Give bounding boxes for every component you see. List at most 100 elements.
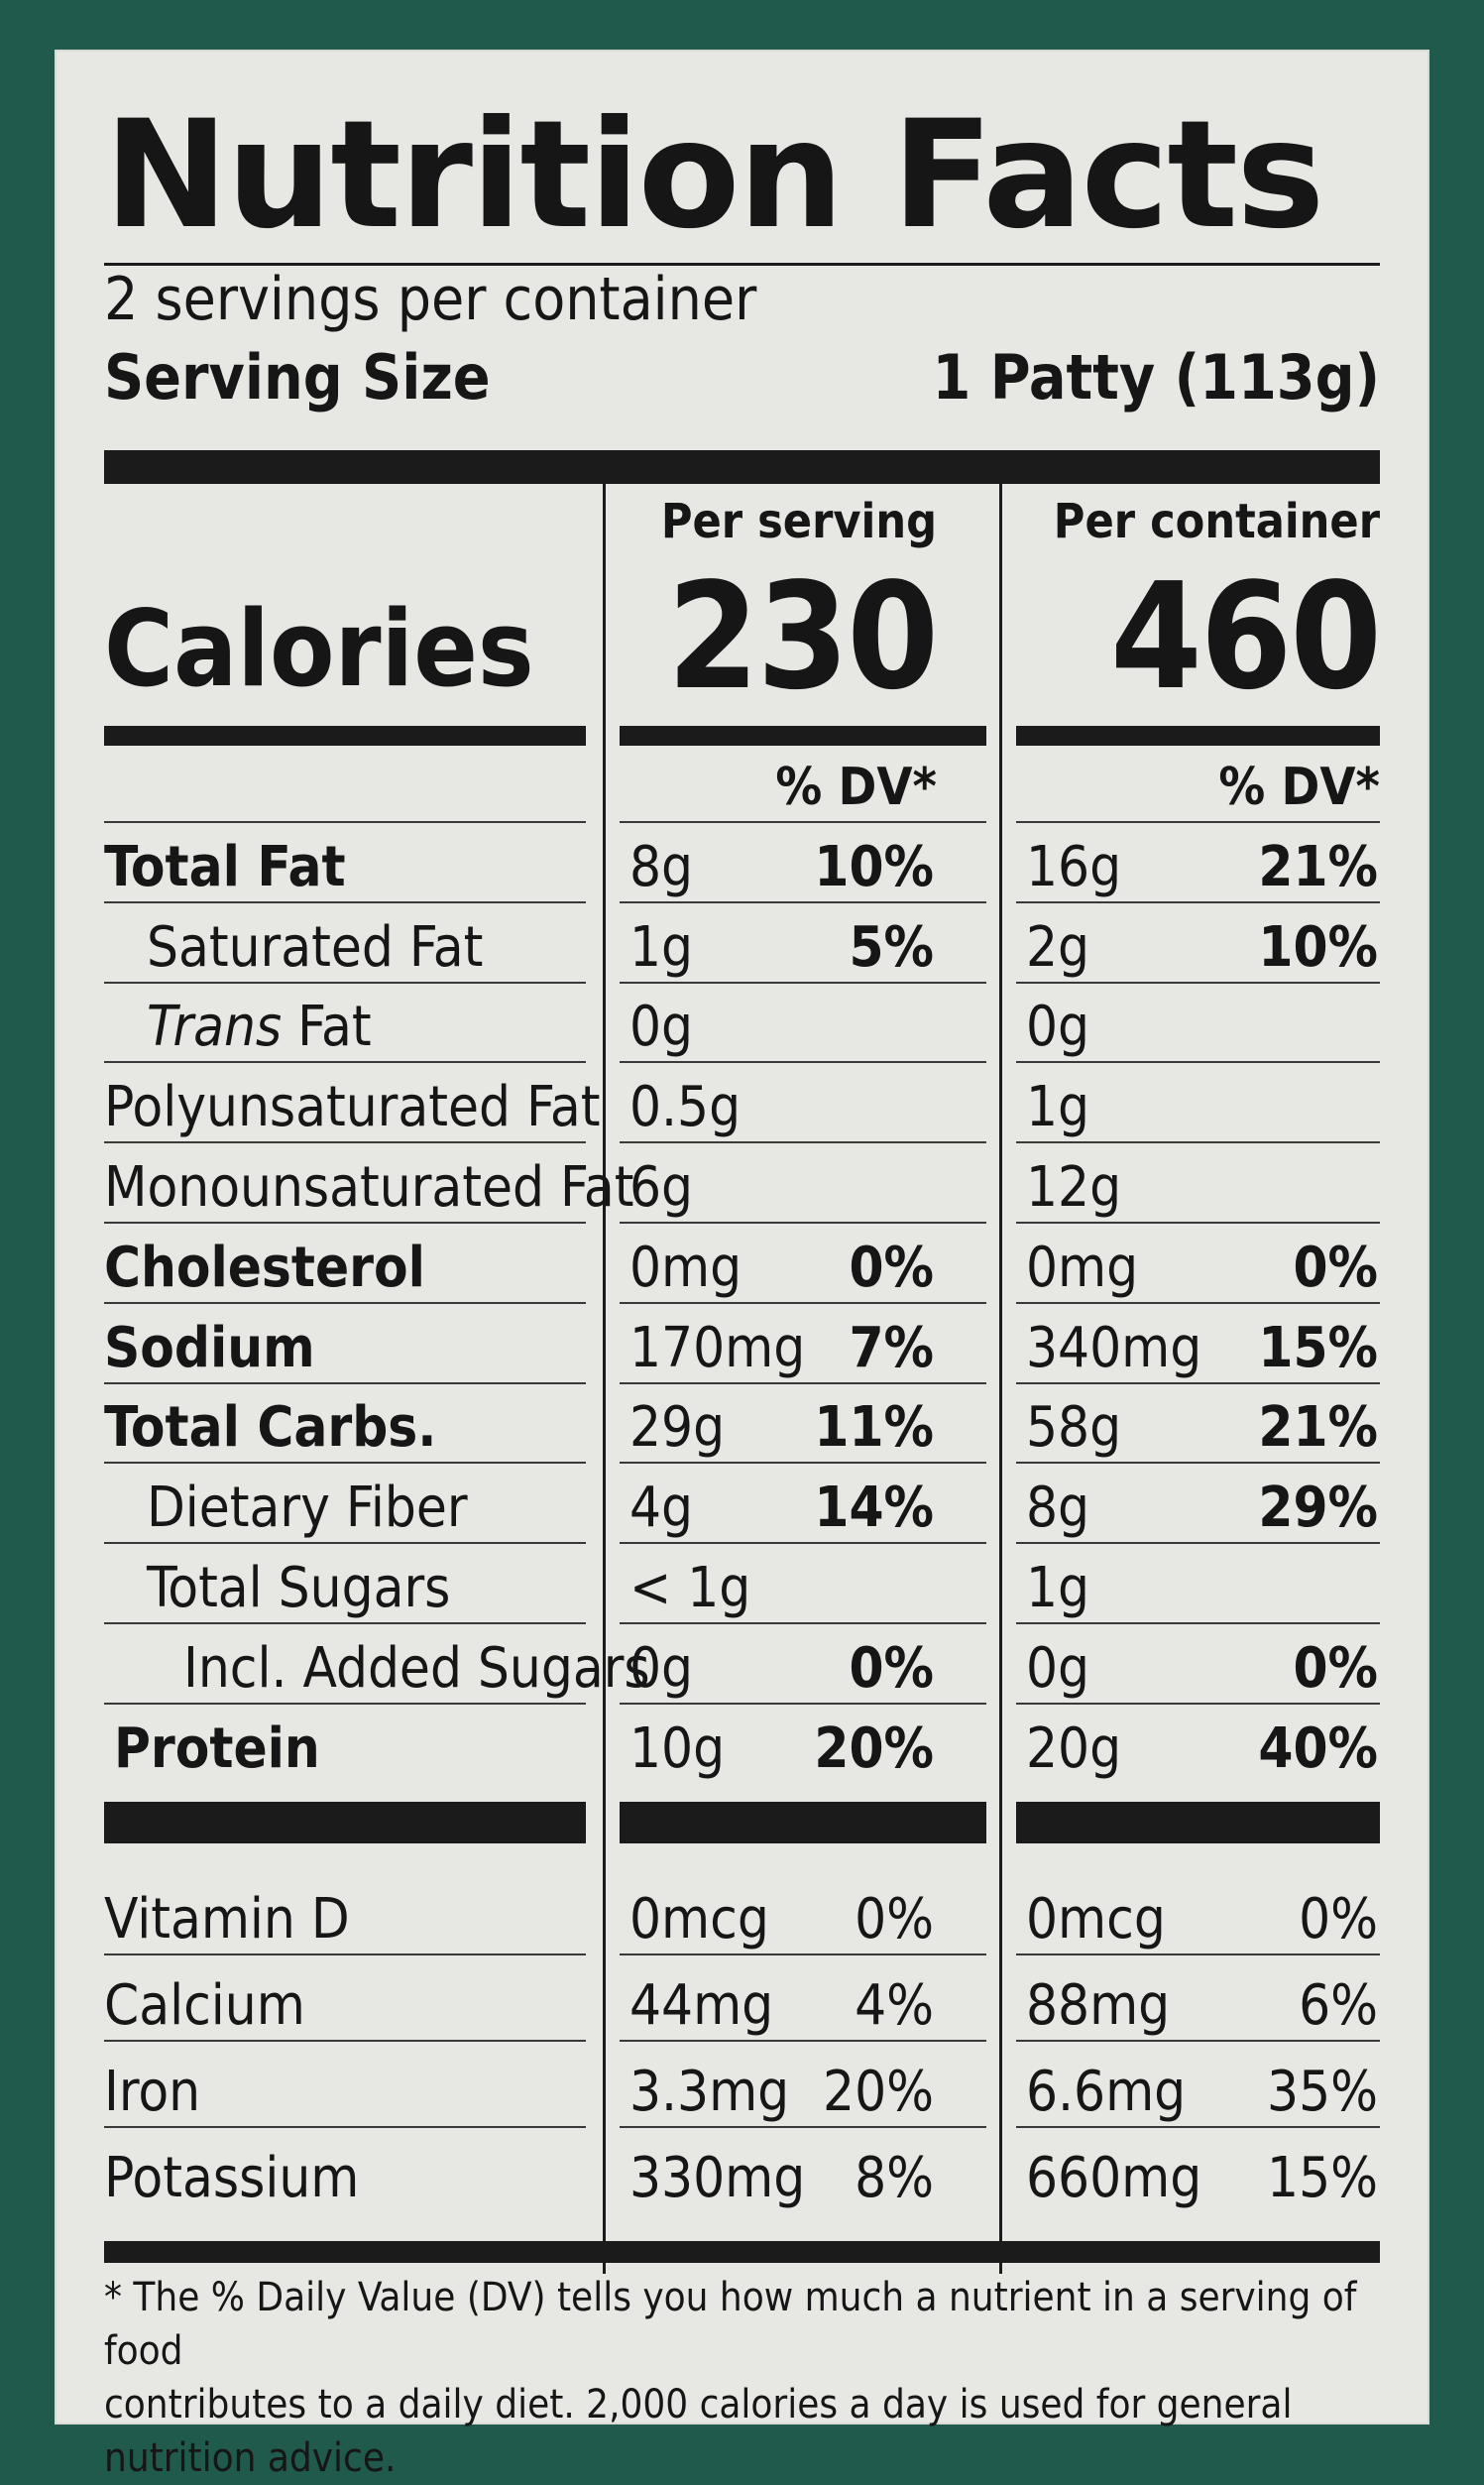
container-amount: 660mg: [1026, 2146, 1202, 2210]
protein-rule-1: [104, 1802, 586, 1843]
per-container-header: Per container: [1053, 494, 1380, 549]
nutrient-name: Monounsaturated Fat: [104, 1154, 634, 1220]
container-amount: 20g: [1026, 1716, 1122, 1781]
row-separator: [104, 981, 586, 984]
nutrient-name: Incl. Added Sugars: [183, 1635, 650, 1701]
container-dv: 0%: [1299, 1887, 1378, 1952]
vitamin-name: Vitamin D: [104, 1887, 350, 1952]
vitamin-row: Vitamin D 0mcg 0% 0mcg 0%: [55, 1869, 1429, 1955]
column-divider-2: [999, 484, 1002, 2274]
serving-amount: 6g: [629, 1154, 694, 1220]
nutrient-row: Total Sugars < 1g 1g: [55, 1544, 1429, 1624]
protein-rule-2: [620, 1802, 986, 1843]
nutrient-name: Total Sugars: [147, 1555, 451, 1620]
thick-rule-top: [104, 450, 1380, 484]
calories-per-serving: 230: [667, 551, 939, 722]
row-separator: [620, 1141, 986, 1144]
serving-amount: 0g: [629, 1635, 694, 1701]
footnote: * The % Daily Value (DV) tells you how m…: [104, 2271, 1393, 2485]
serving-dv: 11%: [814, 1395, 934, 1461]
nutrient-row: Total Fat 8g 10% 16g 21%: [55, 821, 1429, 903]
nutrient-name: Total Carbs.: [104, 1395, 437, 1461]
vitamin-name: Iron: [104, 2060, 201, 2124]
nutrient-row: Cholesterol 0mg 0% 0mg 0%: [55, 1224, 1429, 1304]
vitamin-row: Calcium 44mg 4% 88mg 6%: [55, 1955, 1429, 2042]
container-amount: 88mg: [1026, 1973, 1171, 2038]
row-separator: [620, 821, 986, 823]
row-separator: [1016, 1542, 1380, 1545]
container-amount: 340mg: [1026, 1315, 1202, 1380]
serving-dv: 5%: [849, 914, 934, 980]
row-separator: [104, 1141, 586, 1144]
calories-per-container: 460: [1110, 551, 1382, 722]
container-dv: 21%: [1258, 834, 1378, 899]
container-amount: 0g: [1026, 1635, 1090, 1701]
nutrient-row: Polyunsaturated Fat 0.5g 1g: [55, 1063, 1429, 1144]
serving-amount: 3.3mg: [629, 2060, 790, 2124]
row-separator: [620, 1702, 986, 1705]
row-separator: [620, 1221, 986, 1224]
serving-amount: 170mg: [629, 1315, 806, 1380]
row-separator: [1016, 1301, 1380, 1304]
nutrition-facts-label: Nutrition Facts 2 servings per container…: [55, 50, 1429, 2481]
row-separator: [104, 1702, 586, 1705]
nutrient-name: Trans Fat: [147, 1000, 372, 1055]
container-amount: 6.6mg: [1026, 2060, 1187, 2124]
serving-dv: 20%: [814, 1716, 934, 1781]
container-dv: 0%: [1293, 1235, 1378, 1300]
serving-amount: 330mg: [629, 2146, 806, 2210]
container-amount: 0g: [1026, 995, 1090, 1060]
vitamin-name: Potassium: [104, 2146, 360, 2210]
nutrient-name: Protein: [114, 1716, 320, 1781]
vitamin-row: Potassium 330mg 8% 660mg 15%: [55, 2128, 1429, 2214]
row-separator: [104, 1061, 586, 1064]
calories-rule-3: [1016, 726, 1380, 746]
title-rule: [104, 263, 1380, 266]
servings-per-container: 2 servings per container: [104, 265, 757, 334]
serving-dv: 10%: [814, 834, 934, 899]
serving-dv: 7%: [849, 1315, 934, 1380]
row-separator: [104, 2126, 586, 2128]
container-amount: 0mcg: [1026, 1887, 1166, 1952]
nutrient-name-italic: Trans: [147, 995, 283, 1060]
nutrient-name: Total Fat: [104, 834, 346, 899]
nutrient-name: Dietary Fiber: [147, 1476, 468, 1541]
row-separator: [620, 900, 986, 903]
nutrient-row: Dietary Fiber 4g 14% 8g 29%: [55, 1464, 1429, 1545]
nutrient-row: Total Carbs. 29g 11% 58g 21%: [55, 1384, 1429, 1465]
calories-rule-2: [620, 726, 986, 746]
serving-amount: < 1g: [629, 1555, 751, 1620]
row-separator: [620, 1542, 986, 1545]
serving-amount: 44mg: [629, 1973, 774, 2038]
calories-rule-1: [104, 726, 586, 746]
row-separator: [620, 981, 986, 984]
row-separator: [104, 2040, 586, 2042]
label-title: Nutrition Facts: [104, 89, 1324, 262]
container-dv: 40%: [1258, 1716, 1378, 1781]
row-separator: [104, 1621, 586, 1624]
row-separator: [104, 1953, 586, 1955]
container-amount: 58g: [1026, 1395, 1122, 1461]
nutrient-row: Saturated Fat 1g 5% 2g 10%: [55, 903, 1429, 984]
nutrient-name-rest: Fat: [282, 995, 372, 1060]
serving-amount: 4g: [629, 1476, 694, 1541]
row-separator: [1016, 1953, 1380, 1955]
nutrient-row: Incl. Added Sugars 0g 0% 0g 0%: [55, 1624, 1429, 1705]
nutrient-name: Sodium: [104, 1315, 315, 1380]
serving-size-label: Serving Size: [104, 341, 491, 414]
nutrient-name: Cholesterol: [104, 1235, 425, 1300]
container-dv: 15%: [1258, 1315, 1378, 1380]
serving-dv: 0%: [849, 1635, 934, 1701]
thick-rule-bottom: [104, 2241, 1380, 2263]
serving-amount: 0.5g: [629, 1075, 742, 1140]
row-separator: [620, 2040, 986, 2042]
dv-header-container: % DV*: [1218, 758, 1380, 817]
container-dv: 15%: [1267, 2146, 1378, 2210]
row-separator: [104, 1462, 586, 1465]
row-separator: [620, 1381, 986, 1384]
nutrient-row: Protein 10g 20% 20g 40%: [55, 1705, 1429, 1785]
nutrient-row: Trans Fat 0g 0g: [55, 984, 1429, 1064]
container-dv: 10%: [1258, 914, 1378, 980]
container-dv: 29%: [1258, 1476, 1378, 1541]
container-amount: 16g: [1026, 834, 1122, 899]
